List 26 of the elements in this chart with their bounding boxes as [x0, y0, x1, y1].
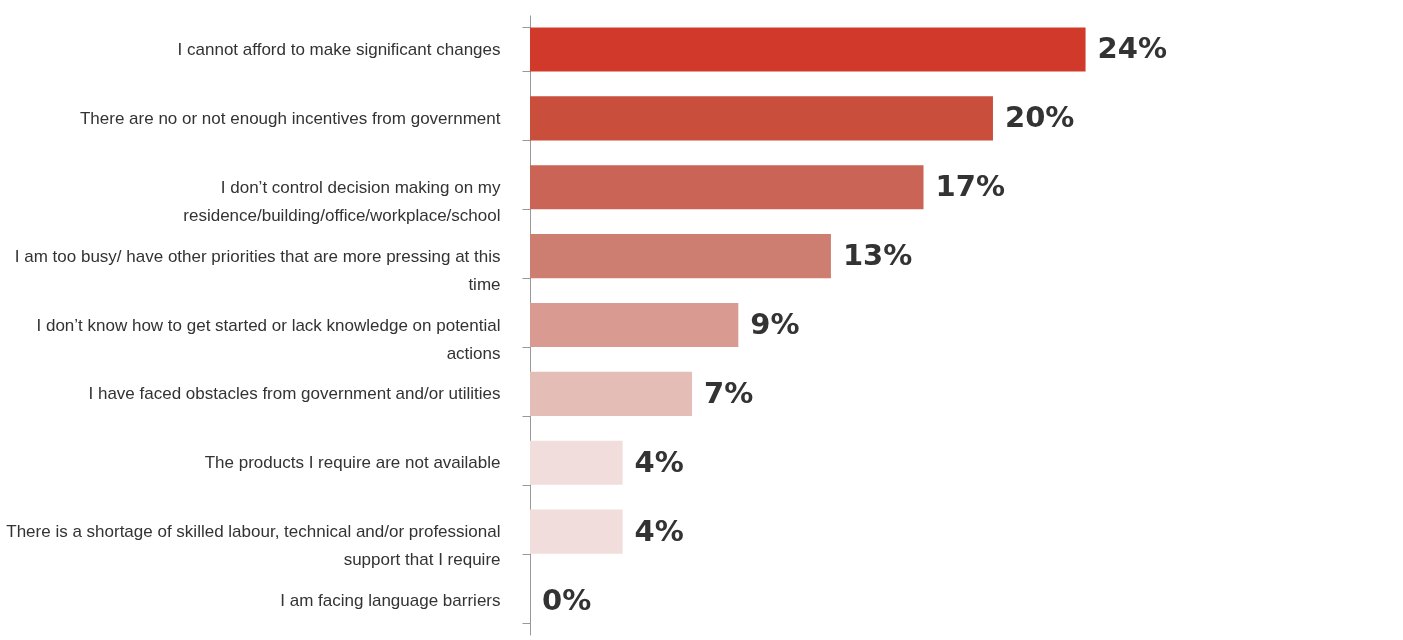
data-label: 9%: [750, 307, 800, 341]
bar: [530, 302, 739, 348]
y-tick-label: There is a shortage of skilled labour, technical and/or professional support that I require: [6, 522, 501, 570]
bar: [530, 440, 623, 485]
bar: [530, 371, 693, 416]
y-tick-label: There are no or not enough incentives from government: [79, 108, 501, 128]
y-tick-label: I am too busy/ have other priorities that are more pressing at this time: [14, 246, 501, 294]
y-tick-label: I cannot afford to make significant changes: [177, 39, 501, 59]
y-tick-label: I have faced obstacles from government and/or utilities: [88, 384, 501, 404]
bar: [530, 96, 993, 141]
data-label: 24%: [1097, 31, 1167, 66]
data-label: 4%: [634, 513, 684, 548]
y-tick-label: The products I require are not available: [204, 453, 501, 473]
bar: [530, 27, 1086, 72]
data-label: 13%: [842, 238, 913, 273]
bar: [530, 509, 623, 554]
data-label: 4%: [634, 444, 684, 479]
y-tick-label: I am facing language barriers: [280, 591, 501, 611]
y-tick-label: I don’t know how to get started or lack knowledge on potential actions: [36, 315, 501, 363]
data-label: 20%: [1004, 100, 1075, 135]
data-label: 17%: [935, 169, 1005, 204]
data-label: 0%: [542, 582, 592, 617]
bar: [530, 234, 831, 279]
data-label: 7%: [704, 375, 754, 410]
bar: [530, 165, 924, 210]
y-tick-label: I don’t control decision making on my residence/building/office/workplace/school: [183, 177, 501, 225]
